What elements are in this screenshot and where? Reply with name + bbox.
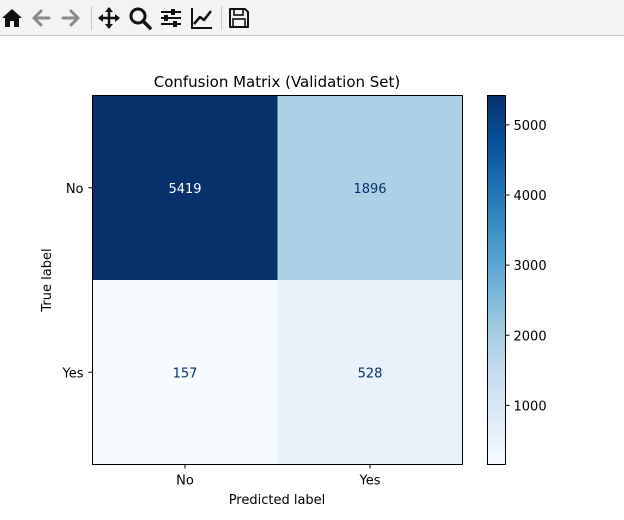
- edit-axis-button[interactable]: [190, 6, 214, 30]
- plot-frame: [92, 95, 463, 465]
- colorbar: [487, 95, 506, 465]
- y-tick-label: Yes: [62, 366, 84, 381]
- x-tick-label: Yes: [359, 474, 381, 489]
- heatmap-cell: [92, 95, 278, 280]
- x-axis-label: Predicted label: [229, 493, 326, 508]
- y-tick-label: No: [66, 182, 84, 197]
- magnifier-icon: [129, 7, 152, 30]
- toolbar-separator: [221, 6, 222, 30]
- y-axis-label: True label: [40, 248, 55, 312]
- forward-button[interactable]: [59, 6, 83, 30]
- cell-value-label: 157: [173, 366, 198, 381]
- back-button[interactable]: [29, 6, 53, 30]
- heatmap-cell: [277, 95, 463, 280]
- home-button[interactable]: [0, 6, 24, 30]
- colorbar-tick-label: 5000: [514, 119, 547, 134]
- chart-title: Confusion Matrix (Validation Set): [154, 73, 401, 91]
- arrow-left-icon: [32, 9, 51, 27]
- arrow-right-icon: [61, 9, 80, 27]
- sliders-icon: [161, 9, 181, 27]
- x-tick-label: No: [176, 474, 194, 489]
- line-chart-icon: [191, 8, 212, 29]
- colorbar-tick-label: 1000: [514, 399, 547, 414]
- colorbar-tick-label: 3000: [514, 259, 547, 274]
- toolbar: [0, 0, 624, 36]
- floppy-disk-icon: [229, 8, 249, 28]
- zoom-button[interactable]: [128, 6, 152, 30]
- configure-subplots-button[interactable]: [159, 6, 183, 30]
- colorbar-tick-label: 2000: [514, 329, 547, 344]
- heatmap-cell: [277, 280, 463, 465]
- move-icon: [98, 7, 120, 29]
- heatmap-cell: [92, 280, 278, 465]
- confusion-matrix-chart: Confusion Matrix (Validation Set) 5419 18…: [40, 73, 547, 508]
- save-button[interactable]: [227, 6, 251, 30]
- cell-value-label: 5419: [168, 182, 201, 197]
- home-icon: [2, 9, 22, 27]
- colorbar-tick-label: 4000: [514, 189, 547, 204]
- cell-value-label: 528: [358, 366, 383, 381]
- cell-value-label: 1896: [353, 182, 386, 197]
- figure-canvas: Confusion Matrix (Validation Set) 5419 18…: [0, 37, 624, 516]
- toolbar-separator: [91, 6, 92, 30]
- pan-button[interactable]: [97, 6, 121, 30]
